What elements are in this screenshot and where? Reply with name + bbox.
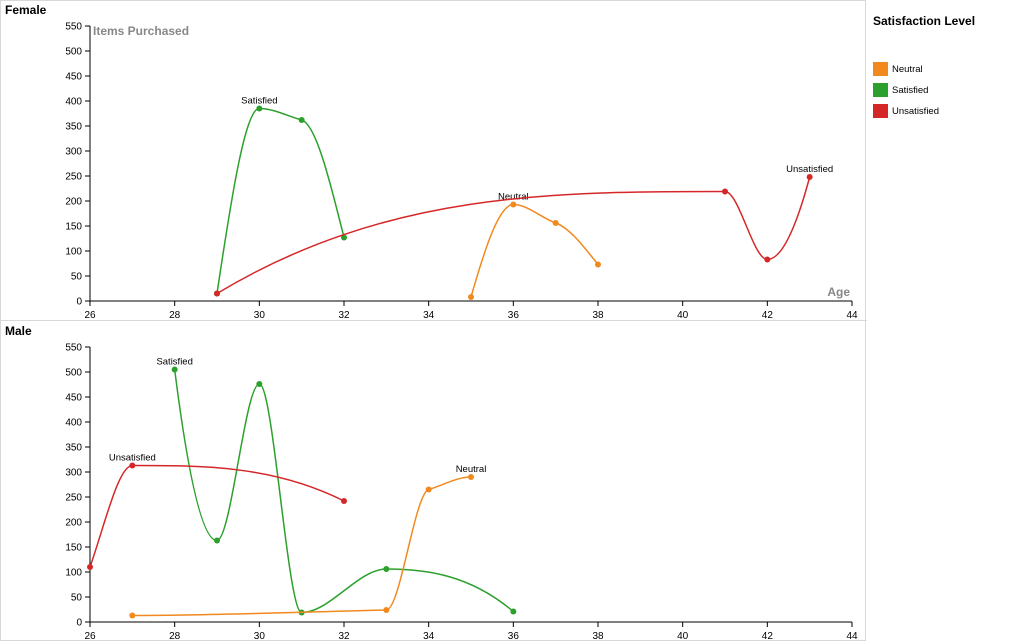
data-point-satisfied: [299, 117, 305, 123]
x-tick-label: 36: [508, 631, 520, 642]
data-point-unsatisfied: [341, 498, 347, 504]
x-tick-label: 32: [338, 310, 350, 321]
series-label-satisfied: Satisfied: [156, 357, 192, 368]
y-tick-label: 0: [76, 297, 82, 308]
data-point-satisfied: [256, 381, 262, 387]
x-tick-label: 42: [762, 310, 774, 321]
legend-label-neutral: Neutral: [892, 64, 923, 75]
x-tick-label: 40: [677, 310, 689, 321]
x-tick-label: 26: [84, 310, 96, 321]
legend: Satisfaction Level Neutral Satisfied Uns…: [873, 14, 1003, 125]
series-line-unsatisfied: [90, 466, 344, 568]
y-tick-label: 50: [71, 593, 83, 604]
series-line-satisfied: [175, 370, 514, 613]
x-tick-label: 38: [592, 310, 604, 321]
y-tick-label: 200: [65, 197, 82, 208]
panel-male: 0 50 100 150 200 250 300 350 400 450 500 550 26 28 30 3…: [65, 343, 858, 642]
y-tick-label: 200: [65, 518, 82, 529]
data-point-neutral: [383, 607, 389, 613]
x-tick-label: 26: [84, 631, 96, 642]
data-point-neutral: [553, 220, 559, 226]
legend-item-neutral[interactable]: Neutral: [873, 62, 1003, 76]
x-tick-label: 40: [677, 631, 689, 642]
data-point-satisfied: [214, 538, 220, 544]
y-tick-label: 550: [65, 343, 82, 354]
y-tick-label: 400: [65, 418, 82, 429]
y-tick-label: 0: [76, 618, 82, 629]
x-tick-label: 42: [762, 631, 774, 642]
y-tick-label: 250: [65, 172, 82, 183]
panel-female: 0 50 100 150 200 250 300 350 400 450 500 550 26 28 30 3…: [65, 22, 858, 322]
legend-item-unsatisfied[interactable]: Unsatisfied: [873, 104, 1003, 118]
y-tick-label: 350: [65, 443, 82, 454]
y-tick-label: 100: [65, 247, 82, 258]
x-tick-label: 30: [254, 631, 266, 642]
y-tick-label: 450: [65, 393, 82, 404]
data-point-satisfied: [510, 609, 516, 615]
legend-swatch-satisfied: [873, 83, 888, 97]
data-point-neutral: [426, 487, 432, 493]
x-tick-label: 34: [423, 310, 435, 321]
series-line-neutral: [132, 477, 471, 616]
data-point-neutral: [595, 262, 601, 268]
y-tick-label: 400: [65, 97, 82, 108]
series-label-neutral: Neutral: [498, 192, 529, 203]
x-tick-label: 28: [169, 631, 181, 642]
x-tick-label: 44: [846, 310, 858, 321]
data-point-unsatisfied: [214, 291, 220, 297]
y-tick-label: 300: [65, 147, 82, 158]
legend-title: Satisfaction Level: [873, 14, 1003, 28]
y-tick-label: 150: [65, 222, 82, 233]
legend-swatch-neutral: [873, 62, 888, 76]
data-point-satisfied: [383, 566, 389, 572]
series-label-satisfied: Satisfied: [241, 96, 277, 107]
x-tick-label: 32: [338, 631, 350, 642]
y-axis-title: Items Purchased: [93, 24, 189, 38]
legend-label-satisfied: Satisfied: [892, 85, 928, 96]
x-tick-label: 30: [254, 310, 266, 321]
series-line-neutral: [471, 205, 598, 298]
y-tick-label: 500: [65, 368, 82, 379]
x-tick-label: 34: [423, 631, 435, 642]
y-tick-label: 350: [65, 122, 82, 133]
y-tick-label: 100: [65, 568, 82, 579]
data-point-unsatisfied: [87, 564, 93, 570]
legend-item-satisfied[interactable]: Satisfied: [873, 83, 1003, 97]
y-tick-label: 300: [65, 468, 82, 479]
y-tick-label: 250: [65, 493, 82, 504]
data-point-unsatisfied: [764, 257, 770, 263]
data-point-neutral: [129, 613, 135, 619]
y-tick-label: 50: [71, 272, 83, 283]
x-tick-label: 28: [169, 310, 181, 321]
series-label-unsatisfied: Unsatisfied: [109, 453, 156, 464]
legend-label-unsatisfied: Unsatisfied: [892, 106, 939, 117]
x-tick-label: 38: [592, 631, 604, 642]
y-tick-label: 500: [65, 47, 82, 58]
legend-swatch-unsatisfied: [873, 104, 888, 118]
series-label-neutral: Neutral: [456, 464, 487, 475]
data-point-neutral: [468, 294, 474, 300]
x-tick-label: 44: [846, 631, 858, 642]
x-tick-label: 36: [508, 310, 520, 321]
y-tick-label: 550: [65, 22, 82, 33]
x-axis-title: Age: [827, 285, 850, 299]
y-tick-label: 150: [65, 543, 82, 554]
series-line-satisfied: [217, 109, 344, 294]
y-tick-label: 450: [65, 72, 82, 83]
series-label-unsatisfied: Unsatisfied: [786, 164, 833, 175]
data-point-unsatisfied: [722, 189, 728, 195]
